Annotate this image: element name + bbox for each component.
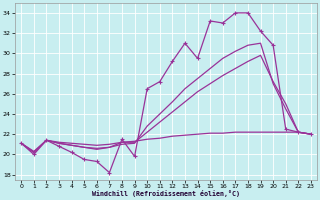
X-axis label: Windchill (Refroidissement éolien,°C): Windchill (Refroidissement éolien,°C) [92,190,240,197]
